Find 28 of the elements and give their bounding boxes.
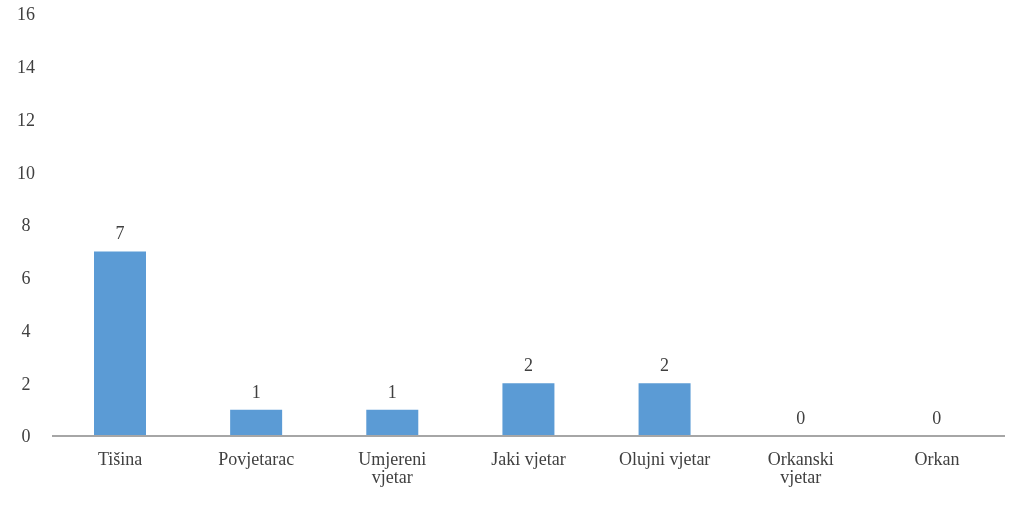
bar — [94, 251, 146, 436]
x-tick-label: Povjetarac — [218, 448, 295, 469]
y-tick-label: 4 — [21, 320, 31, 341]
data-label: 2 — [660, 355, 670, 376]
y-tick-label: 2 — [21, 373, 31, 394]
y-tick-label: 16 — [17, 4, 35, 25]
y-tick-label: 8 — [21, 215, 31, 236]
x-tick-label: Orkanski vjetar — [767, 448, 834, 487]
data-label: 0 — [932, 407, 942, 428]
bar — [638, 383, 691, 436]
data-label: 7 — [115, 223, 125, 244]
bar — [366, 409, 419, 436]
x-tick-label: Olujni vjetar — [618, 448, 711, 469]
x-tick-label: Umjereni vjetar — [358, 448, 427, 487]
x-tick-label: Jaki vjetar — [491, 448, 566, 469]
data-label: 1 — [387, 381, 397, 402]
bar — [502, 383, 555, 436]
y-tick-label: 14 — [17, 57, 35, 78]
bar — [230, 409, 283, 436]
x-tick-label: Tišina — [97, 448, 143, 469]
y-tick-label: 10 — [17, 162, 35, 183]
data-label: 2 — [523, 355, 533, 376]
data-label: 1 — [251, 381, 261, 402]
x-tick-label: Orkan — [914, 448, 960, 469]
data-label: 0 — [796, 407, 806, 428]
y-tick-label: 6 — [21, 268, 31, 289]
y-tick-label: 12 — [17, 109, 35, 130]
y-tick-label: 0 — [21, 426, 31, 447]
